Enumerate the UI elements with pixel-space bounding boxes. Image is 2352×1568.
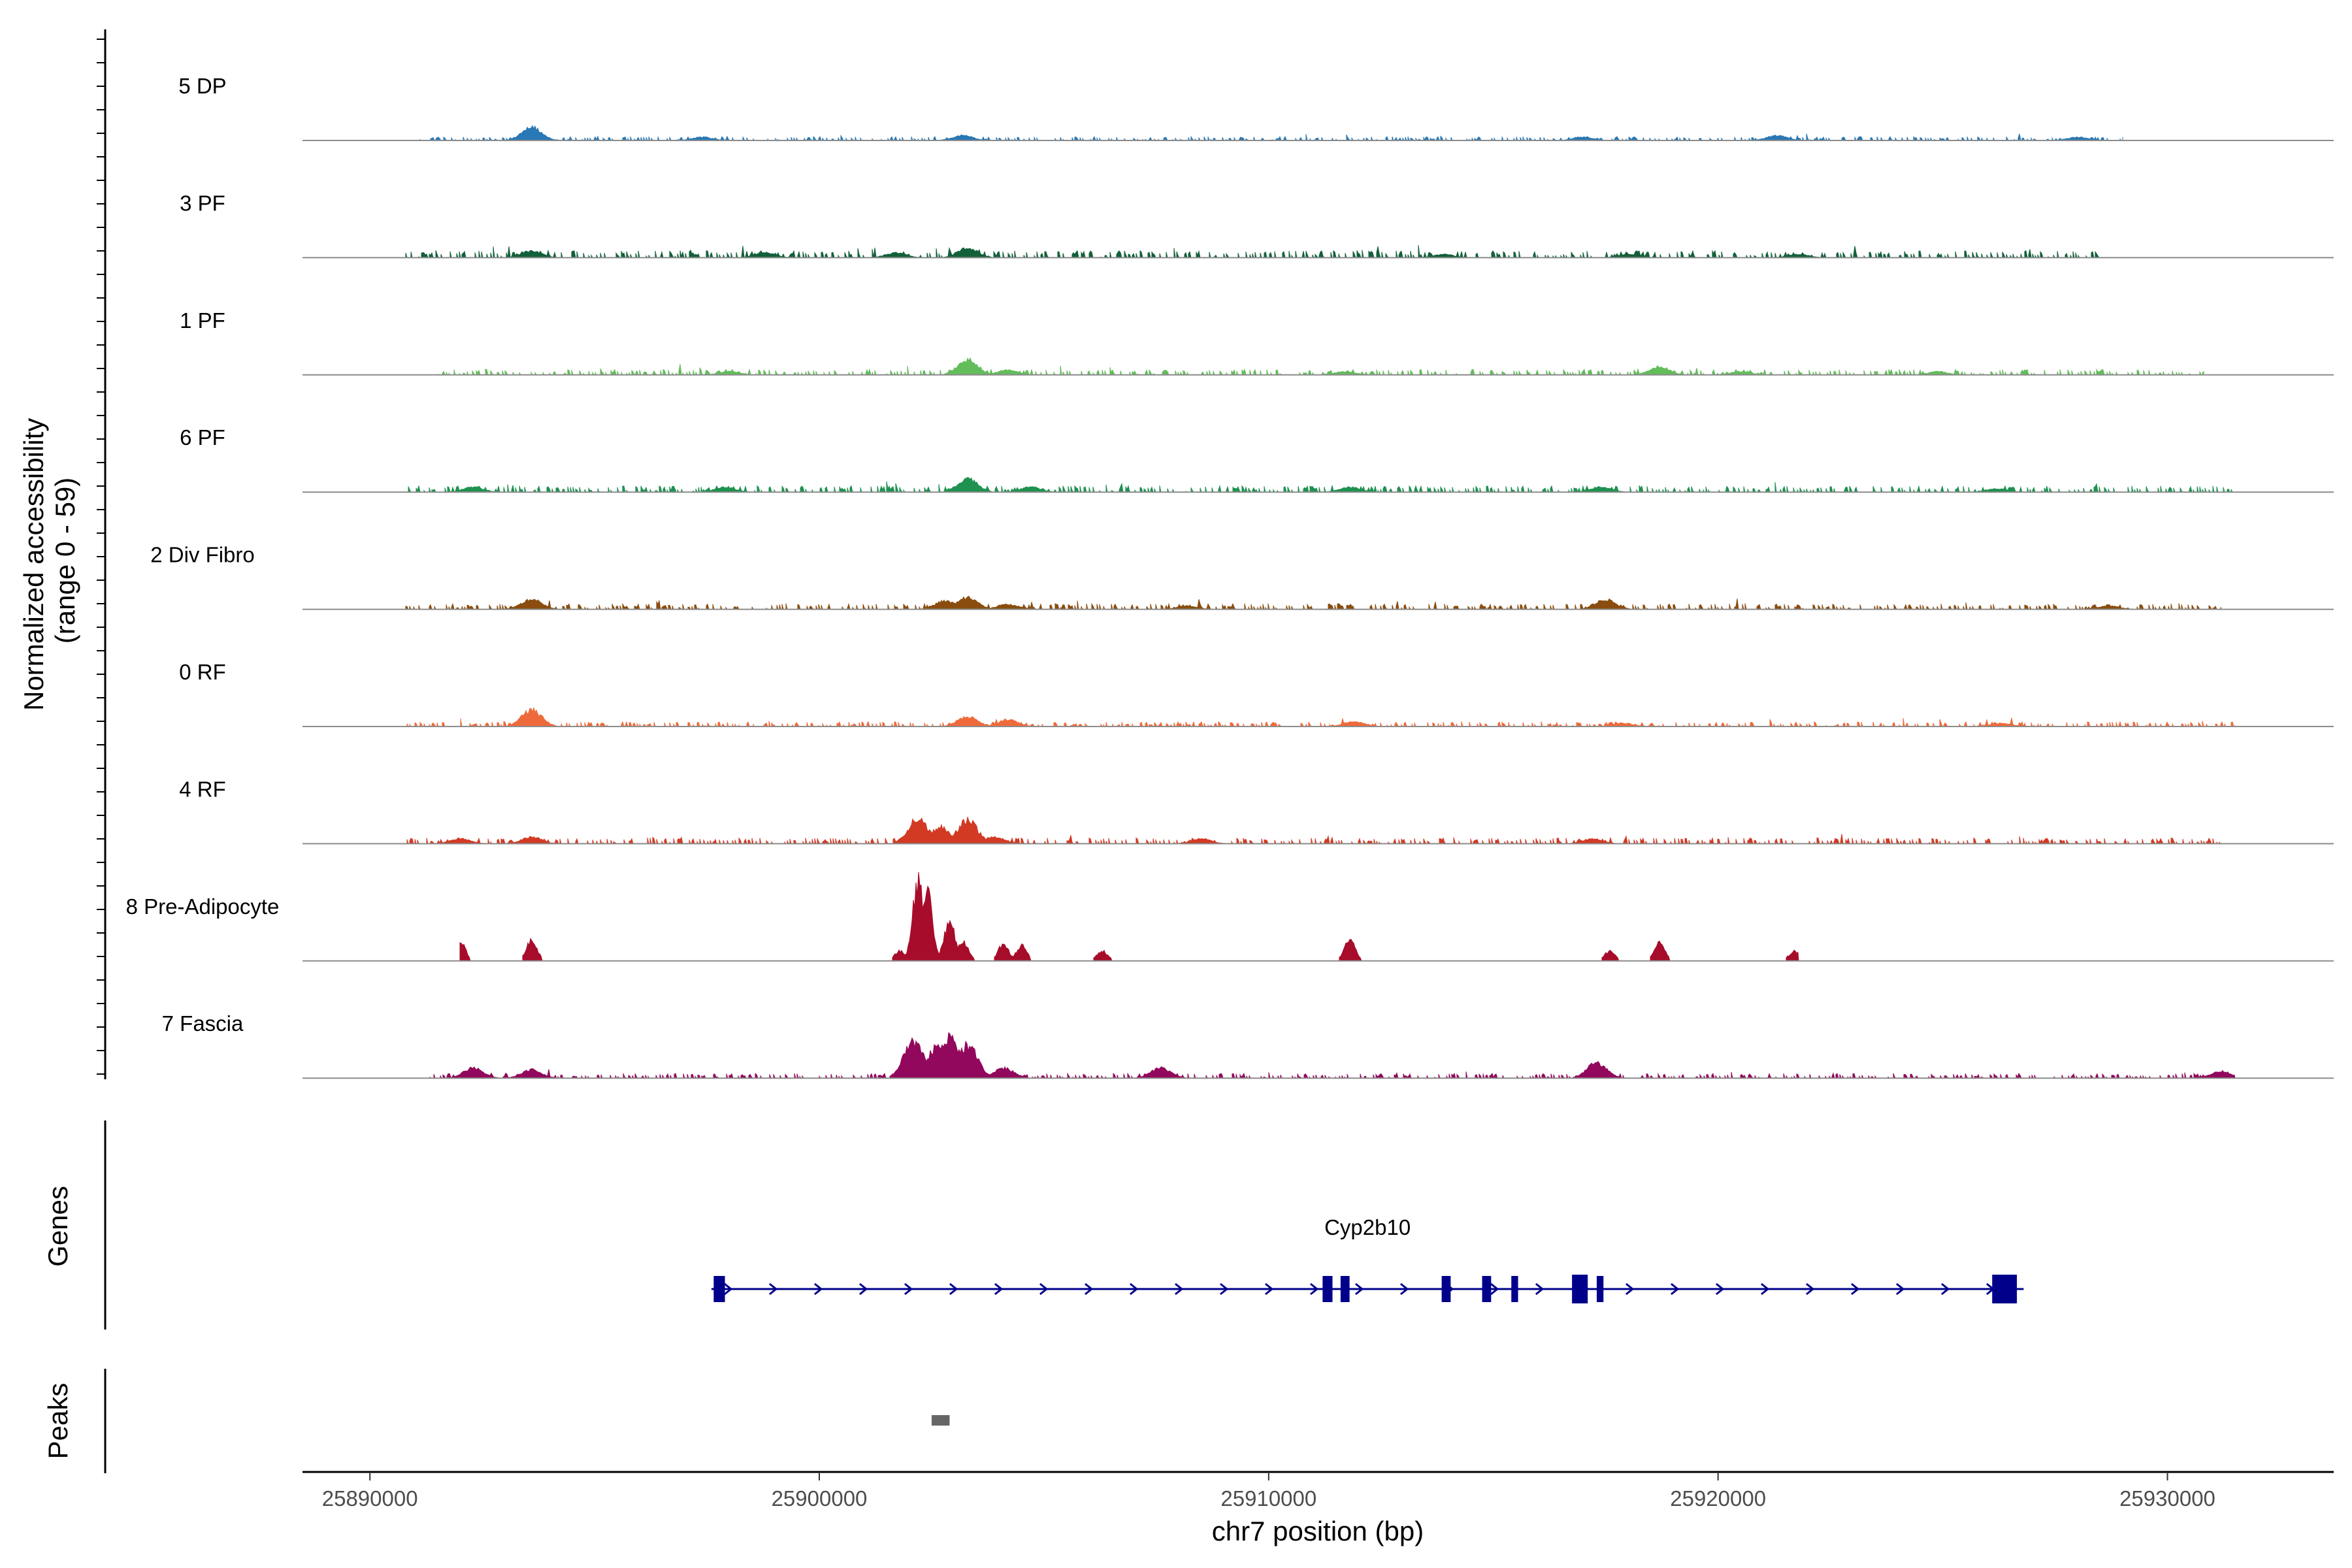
track-1-pf: 1 PF xyxy=(180,308,2334,376)
track-4-rf: 4 RF xyxy=(179,777,2334,845)
gene-exon xyxy=(1322,1276,1333,1302)
gene-strand-arrow xyxy=(768,1282,778,1296)
track-label: 6 PF xyxy=(180,425,225,449)
gene-exon xyxy=(1340,1276,1350,1302)
track-7-fascia: 7 Fascia xyxy=(162,1011,2334,1079)
track-label: 7 Fascia xyxy=(162,1011,244,1036)
gene-strand-arrow xyxy=(723,1282,733,1296)
gene-strand-arrow xyxy=(1940,1282,1950,1296)
peak-regions xyxy=(931,1415,950,1426)
gene-strand-arrow xyxy=(1850,1282,1860,1296)
x-axis-ticks: 25890000 25900000 25910000 25920000 25930000 xyxy=(322,1472,2215,1511)
gene-strand-arrow xyxy=(1219,1282,1229,1296)
coverage-area xyxy=(438,357,2204,376)
gene-strand-arrow xyxy=(1399,1282,1409,1296)
gene-strand-arrow xyxy=(1174,1282,1184,1296)
gene-strand-arrow xyxy=(1805,1282,1815,1296)
gene-strand-arrow xyxy=(1354,1282,1364,1296)
gene-label-cyp2b10: Cyp2b10 xyxy=(1324,1215,1411,1239)
track-label: 1 PF xyxy=(180,308,225,333)
y-axis-title-line-1: Normalized accessibility xyxy=(18,418,49,711)
gene-strand-arrow xyxy=(1084,1282,1094,1296)
x-tick-label: 25890000 xyxy=(322,1486,418,1511)
gene-strand-arrow xyxy=(994,1282,1004,1296)
track-label: 3 PF xyxy=(180,191,225,215)
gene-strand-arrow xyxy=(1535,1282,1544,1296)
track-2-div-fibro: 2 Div Fibro xyxy=(150,543,2334,610)
coverage-area xyxy=(408,477,2233,493)
track-label: 5 DP xyxy=(178,74,226,98)
y-axis-title: Normalized accessibility (range 0 - 59) xyxy=(18,410,80,711)
gene-strand-arrow xyxy=(1625,1282,1635,1296)
gene-strand-arrow xyxy=(949,1282,958,1296)
track-8-pre-adipocyte: 8 Pre-Adipocyte xyxy=(126,872,2334,962)
x-tick-label: 25920000 xyxy=(1670,1486,1766,1511)
gene-strand-arrow xyxy=(1670,1282,1680,1296)
gene-strand-arrow xyxy=(1760,1282,1770,1296)
gene-strand-arrow xyxy=(904,1282,913,1296)
y-axis-title-line-2: (range 0 - 59) xyxy=(50,478,80,644)
gene-exon xyxy=(713,1276,725,1302)
gene-strand-arrow xyxy=(1129,1282,1139,1296)
track-6-pf: 6 PF xyxy=(180,425,2334,493)
gene-exon xyxy=(1482,1276,1492,1302)
x-tick-label: 25930000 xyxy=(2119,1486,2215,1511)
gene-strand-arrow xyxy=(858,1282,868,1296)
track-label: 0 RF xyxy=(179,660,226,684)
x-tick-label: 25910000 xyxy=(1220,1486,1316,1511)
gene-exon xyxy=(1596,1276,1604,1302)
gene-exon xyxy=(1572,1275,1588,1303)
gene-strand-arrow xyxy=(813,1282,823,1296)
coverage-area xyxy=(429,1032,2236,1079)
peak-region xyxy=(931,1415,950,1426)
track-label: 2 Div Fibro xyxy=(150,543,255,567)
peaks-panel-title: Peaks xyxy=(42,1383,73,1460)
genes-panel-title: Genes xyxy=(42,1186,73,1267)
coverage-area xyxy=(419,125,2123,141)
coverage-area xyxy=(405,595,2222,610)
gene-strand-arrow xyxy=(1039,1282,1049,1296)
coverage-y-axis-ticks xyxy=(97,39,105,1075)
gene-exon xyxy=(1992,1275,2017,1303)
track-label: 8 Pre-Adipocyte xyxy=(126,894,280,919)
gene-strand-arrow xyxy=(1895,1282,1905,1296)
gene-exon xyxy=(1441,1276,1451,1302)
gene-strand-arrow xyxy=(1309,1282,1319,1296)
coverage-area xyxy=(405,245,2100,259)
x-tick-label: 25900000 xyxy=(772,1486,868,1511)
gene-strand-arrow xyxy=(1715,1282,1725,1296)
track-0-rf: 0 RF xyxy=(179,660,2334,727)
coverage-tracks: 5 DP 3 PF 1 PF 6 PF 2 Div Fibro 0 RF 4 RF 8 Pre… xyxy=(126,74,2334,1079)
coverage-area xyxy=(406,817,2222,844)
gene-exon xyxy=(1511,1276,1518,1302)
x-axis-title: chr7 position (bp) xyxy=(1212,1516,1424,1546)
coverage-area xyxy=(459,872,1799,962)
gene-strand-arrow xyxy=(1264,1282,1274,1296)
gene-strand-arrow xyxy=(1490,1282,1499,1296)
gene-track: Cyp2b10 xyxy=(711,1215,2024,1303)
track-3-pf: 3 PF xyxy=(180,191,2334,259)
track-label: 4 RF xyxy=(179,777,226,801)
coverage-area xyxy=(406,706,2236,727)
track-5-dp: 5 DP xyxy=(178,74,2334,141)
